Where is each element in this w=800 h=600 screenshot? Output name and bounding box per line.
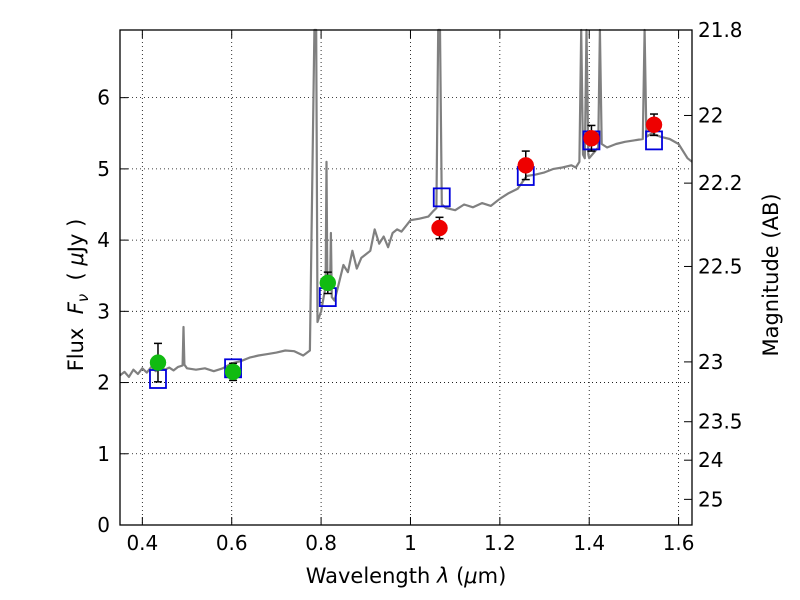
x-axis-label: Wavelength λ (μm) — [306, 564, 507, 588]
plot-frame — [119, 29, 693, 526]
observed-nir-point — [431, 219, 448, 237]
ticks-layer: 0.4 0.6 0.8 1 1.2 1.4 1.6012345621.82222.222.5… — [97, 18, 742, 555]
spectrum-layer — [119, 28, 693, 378]
grid — [120, 30, 692, 525]
mag-tick-label: 22.2 — [698, 171, 743, 195]
x-tick-label: 1 — [404, 531, 417, 555]
mag-tick-label: 21.8 — [698, 18, 743, 42]
y2-axis-label: Magnitude (AB) — [759, 193, 783, 356]
y-tick-label: 3 — [97, 299, 110, 323]
observed-nir-point — [645, 116, 663, 133]
y-tick-label: 4 — [97, 228, 110, 252]
mag-tick-label: 22 — [698, 103, 723, 127]
observed-nir-point — [517, 157, 535, 174]
mag-tick-label: 25 — [698, 487, 723, 511]
y-tick-label: 6 — [97, 86, 110, 110]
observed-optical-point — [149, 354, 167, 371]
mag-tick-label: 23.5 — [698, 410, 743, 434]
y-tick-label: 2 — [97, 371, 110, 395]
observed-optical-point — [319, 274, 337, 292]
y-tick-label: 0 — [97, 513, 110, 537]
mag-tick-label: 22.5 — [698, 254, 743, 278]
y-axis-label: Flux Fν ( μJy ) — [64, 219, 92, 372]
y-tick-label: 5 — [97, 157, 110, 181]
x-tick-label: 0.8 — [305, 531, 337, 555]
observed-nir-point — [583, 130, 600, 147]
y-tick-label: 1 — [97, 442, 110, 466]
x-tick-label: 1.4 — [573, 531, 605, 555]
mag-tick-label: 24 — [698, 448, 723, 472]
x-tick-label: 0.6 — [216, 531, 248, 555]
x-tick-label: 0.4 — [126, 531, 158, 555]
observed-optical-point — [224, 363, 242, 381]
x-tick-label: 1.6 — [663, 531, 695, 555]
mag-tick-label: 23 — [698, 350, 723, 374]
model-spectrum-line — [119, 28, 693, 378]
x-tick-label: 1.2 — [484, 531, 516, 555]
points-layer — [149, 113, 663, 389]
model-photometry-square — [432, 187, 451, 208]
